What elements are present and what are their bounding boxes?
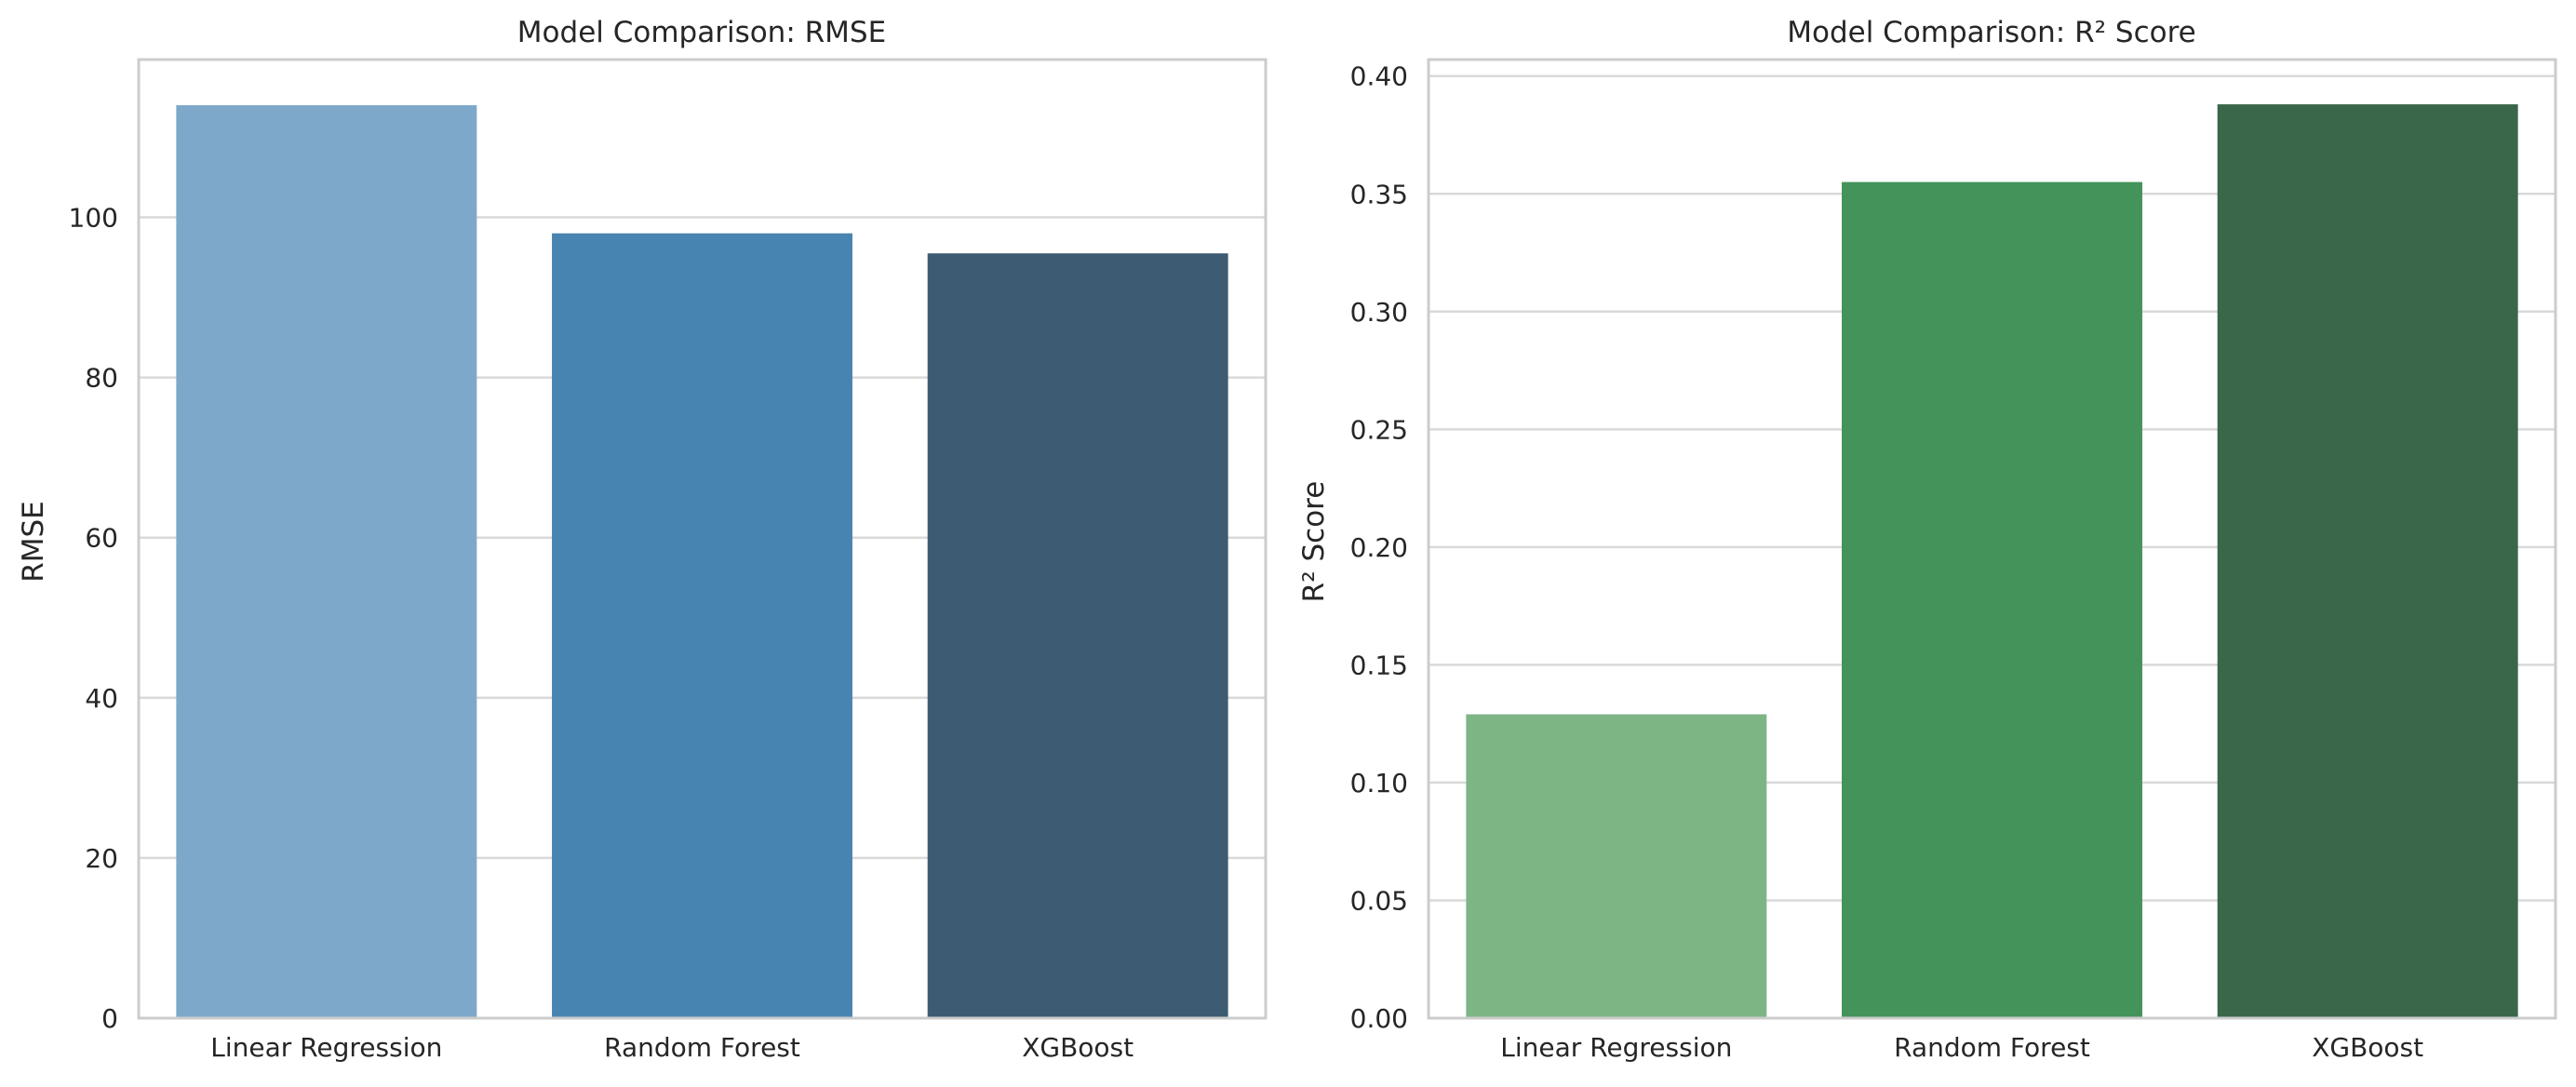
r2-bar-linear-regression [1466, 714, 1767, 1018]
rmse-y-axis-label: RMSE [17, 501, 50, 583]
r2-y-axis-label: R² Score [1297, 481, 1331, 603]
rmse-y-tick-label: 80 [85, 363, 118, 394]
rmse-y-tick-label: 40 [85, 683, 118, 714]
r2-y-ticks: 0.00 0.05 0.10 0.15 0.20 0.25 0.30 0.35 0.40 [1350, 61, 1408, 1034]
rmse-bars [176, 105, 1228, 1019]
r2-bar-xgboost [2217, 104, 2518, 1018]
rmse-x-ticks: Linear Regression Random Forest XGBoost [210, 1032, 1134, 1063]
r2-x-tick-label: Linear Regression [1500, 1032, 1732, 1063]
r2-plot-frame [1427, 58, 2557, 1020]
r2-y-tick-label: 0.05 [1350, 885, 1408, 916]
r2-x-tick-label: XGBoost [2312, 1032, 2423, 1063]
r2-x-ticks: Linear Regression Random Forest XGBoost [1500, 1032, 2423, 1063]
r2-bars [1466, 104, 2518, 1018]
rmse-x-tick-label: XGBoost [1022, 1032, 1134, 1063]
r2-bar-random-forest [1842, 181, 2142, 1018]
rmse-y-tick-label: 100 [69, 203, 118, 234]
r2-y-tick-label: 0.10 [1350, 768, 1408, 798]
r2-y-tick-label: 0.25 [1350, 414, 1408, 445]
rmse-bar-xgboost [927, 253, 1228, 1018]
rmse-x-tick-label: Linear Regression [210, 1032, 442, 1063]
rmse-chart-panel: Model Comparison: RMSE RMSE 0 20 40 60 80 100… [17, 16, 1268, 1063]
r2-chart-title: Model Comparison: R² Score [1787, 16, 2195, 49]
rmse-y-tick-label: 20 [85, 843, 118, 874]
r2-y-tick-label: 0.40 [1350, 61, 1408, 92]
rmse-bar-linear-regression [176, 105, 477, 1019]
rmse-chart-title: Model Comparison: RMSE [517, 16, 886, 49]
r2-x-tick-label: Random Forest [1894, 1032, 2090, 1063]
r2-y-tick-label: 0.30 [1350, 297, 1408, 328]
r2-chart-panel: Model Comparison: R² Score R² Score 0.00… [1297, 16, 2557, 1063]
r2-y-tick-label: 0.35 [1350, 179, 1408, 209]
rmse-plot-frame [137, 58, 1268, 1020]
rmse-y-ticks: 0 20 40 60 80 100 [69, 203, 118, 1034]
rmse-bar-random-forest [552, 233, 852, 1018]
rmse-y-tick-label: 0 [101, 1003, 118, 1034]
r2-y-tick-label: 0.00 [1350, 1003, 1408, 1034]
rmse-y-tick-label: 60 [85, 523, 118, 554]
rmse-x-tick-label: Random Forest [604, 1032, 800, 1063]
r2-y-tick-label: 0.15 [1350, 650, 1408, 680]
r2-y-tick-label: 0.20 [1350, 532, 1408, 563]
